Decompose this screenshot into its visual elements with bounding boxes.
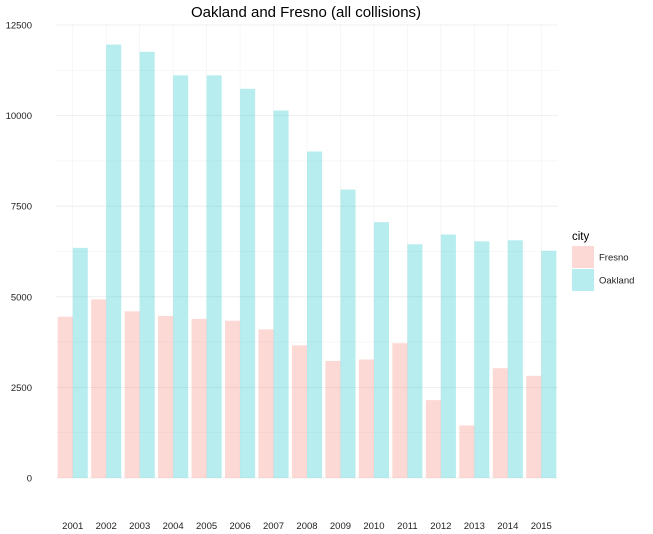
- bar-fresno-2002: [91, 299, 107, 478]
- bar-fresno-2001: [57, 316, 73, 478]
- bar-fresno-2010: [358, 359, 374, 478]
- x-tick-label: 2011: [397, 521, 417, 532]
- y-tick-label: 10000: [6, 111, 32, 122]
- legend-label-fresno: Fresno: [599, 253, 629, 264]
- x-tick-label: 2004: [163, 521, 184, 532]
- y-tick-label: 7500: [11, 202, 32, 213]
- y-tick-label: 0: [27, 474, 32, 485]
- bar-oakland-2012: [440, 234, 456, 478]
- y-tick-label: 2500: [11, 383, 32, 394]
- bars-layer: [57, 44, 557, 479]
- x-tick-label: 2013: [464, 521, 485, 532]
- legend-title: city: [572, 231, 590, 243]
- y-tick-label: 5000: [11, 292, 32, 303]
- x-tick-label: 2010: [363, 521, 384, 532]
- x-tick-label: 2007: [263, 521, 284, 532]
- x-tick-label: 2008: [296, 521, 317, 532]
- chart-title: Oakland and Fresno (all collisions): [191, 4, 421, 21]
- bar-fresno-2007: [258, 329, 274, 478]
- x-tick-label: 2009: [330, 521, 351, 532]
- bar-oakland-2003: [139, 51, 155, 479]
- grid-lines: [56, 24, 558, 479]
- bar-fresno-2003: [124, 311, 140, 478]
- bar-oakland-2006: [240, 88, 256, 478]
- x-tick-label: 2015: [531, 521, 552, 532]
- bar-oakland-2010: [373, 222, 389, 478]
- x-tick-label: 2003: [129, 521, 150, 532]
- bar-oakland-2001: [72, 247, 88, 478]
- bar-oakland-2007: [273, 110, 289, 478]
- x-tick-label: 2005: [196, 521, 217, 532]
- bar-oakland-2009: [340, 189, 356, 478]
- bar-oakland-2011: [407, 244, 423, 478]
- bar-fresno-2015: [526, 375, 542, 478]
- x-tick-label: 2002: [96, 521, 117, 532]
- y-axis: 0 2500 5000 7500 10000 12500: [6, 21, 32, 485]
- bar-oakland-2004: [173, 75, 189, 478]
- legend: city Fresno Oakland: [572, 231, 634, 291]
- x-tick-label: 2001: [62, 521, 83, 532]
- bar-oakland-2013: [474, 241, 490, 478]
- bar-fresno-2006: [225, 320, 241, 478]
- bar-fresno-2011: [392, 343, 408, 478]
- bar-oakland-2005: [206, 75, 222, 478]
- bar-oakland-2014: [507, 240, 523, 478]
- legend-key-oakland: [572, 269, 594, 291]
- x-tick-label: 2006: [229, 521, 250, 532]
- y-tick-label: 12500: [6, 21, 32, 32]
- legend-key-fresno: [572, 246, 594, 268]
- x-tick-label: 2014: [497, 521, 518, 532]
- x-tick-label: 2012: [430, 521, 451, 532]
- x-axis: 2001 2002 2003 2004 2005 2006 2007 2008 2009 2010…: [62, 521, 552, 532]
- bar-fresno-2005: [191, 318, 207, 478]
- bar-fresno-2014: [492, 368, 508, 478]
- bar-fresno-2009: [325, 360, 341, 478]
- bar-fresno-2004: [158, 316, 174, 478]
- bar-oakland-2002: [106, 44, 122, 478]
- bar-fresno-2008: [291, 345, 307, 478]
- bar-oakland-2015: [541, 250, 557, 478]
- bar-oakland-2008: [307, 151, 323, 478]
- bar-fresno-2013: [459, 425, 475, 478]
- legend-label-oakland: Oakland: [599, 276, 634, 287]
- bar-fresno-2012: [425, 400, 441, 478]
